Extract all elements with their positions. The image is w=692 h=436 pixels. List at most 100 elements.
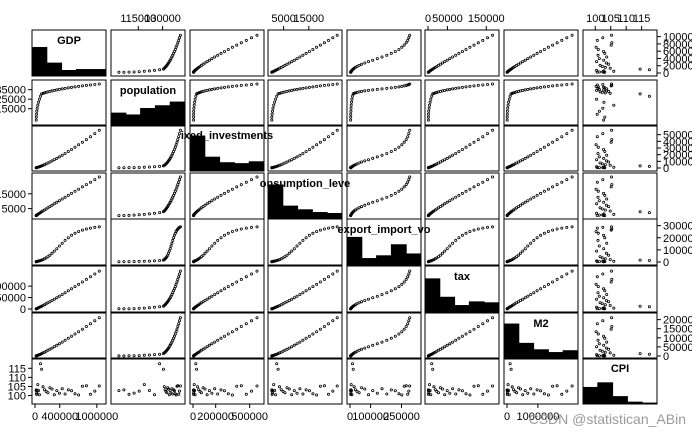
data-point [526, 199, 530, 203]
panel-frame [582, 312, 658, 360]
data-point [193, 388, 197, 392]
data-point [565, 36, 569, 40]
data-point [481, 38, 485, 42]
data-point [638, 258, 642, 262]
data-point [287, 89, 291, 93]
data-point [158, 258, 162, 262]
data-point [322, 41, 326, 45]
data-point [404, 277, 408, 281]
data-point [445, 389, 449, 393]
hist-bar [297, 209, 313, 220]
data-point [63, 338, 67, 342]
tick-label: 110 [617, 13, 635, 25]
data-point [597, 155, 601, 159]
data-point [602, 200, 606, 204]
data-point [393, 147, 397, 151]
data-point [35, 112, 39, 116]
data-point [272, 383, 276, 387]
data-point [451, 340, 455, 344]
data-point [601, 83, 605, 87]
data-point [127, 166, 131, 170]
data-point [122, 307, 126, 311]
data-point [603, 350, 607, 354]
data-point [304, 149, 308, 153]
data-point [608, 303, 612, 307]
data-point [178, 384, 182, 388]
data-point [400, 45, 404, 49]
data-point [454, 195, 458, 199]
data-point [176, 41, 180, 45]
data-point [360, 300, 364, 304]
data-point [137, 165, 141, 169]
data-point [80, 327, 84, 331]
data-point [152, 393, 156, 397]
data-point [532, 238, 536, 242]
panel-fixed-investments-vs-m2 [503, 124, 579, 172]
data-point [363, 298, 367, 302]
data-point [517, 253, 521, 257]
data-point [52, 345, 56, 349]
data-point [432, 385, 436, 389]
data-point [276, 258, 280, 262]
data-point [565, 83, 569, 87]
data-point [445, 343, 449, 347]
data-point [70, 389, 74, 393]
data-point [177, 178, 181, 182]
data-point [203, 251, 207, 255]
data-point [290, 249, 294, 253]
data-point [60, 87, 64, 91]
data-point [389, 86, 393, 90]
data-point [350, 94, 354, 98]
data-point [400, 282, 404, 286]
data-point [178, 33, 182, 37]
data-point [445, 247, 449, 251]
data-point [404, 183, 408, 187]
data-point [55, 156, 59, 160]
data-point [464, 392, 468, 396]
hist-bar [562, 350, 579, 360]
hist-bar [626, 401, 643, 405]
data-point [385, 338, 389, 342]
data-point [448, 57, 452, 61]
panel-frame [424, 124, 500, 172]
data-point [603, 65, 607, 69]
hist-bar [110, 112, 127, 127]
data-point [195, 367, 199, 371]
data-point [570, 175, 574, 179]
data-point [360, 62, 364, 66]
data-point [400, 187, 404, 191]
data-point [596, 338, 600, 342]
data-point [602, 191, 606, 195]
panel-fixed-investments-vs-fixed-investments: ixed_investments [181, 124, 273, 172]
data-point [318, 280, 322, 284]
data-point [219, 289, 223, 293]
data-point [173, 145, 177, 149]
data-point [80, 140, 84, 144]
data-point [596, 48, 600, 52]
panel-fixed-investments-vs-cpi [582, 124, 658, 172]
tick-label: 105 [602, 13, 620, 25]
data-point [560, 135, 564, 139]
variable-label: onsumption_leve [260, 178, 350, 190]
data-point [397, 392, 401, 396]
data-point [610, 82, 614, 86]
panel-cpi-vs-gdp [31, 357, 107, 405]
hist-bar [424, 278, 441, 313]
data-point [605, 241, 609, 245]
data-point [287, 61, 291, 65]
data-point [290, 345, 294, 349]
data-point [400, 84, 404, 88]
data-point [476, 227, 480, 231]
panel-export-import-volume-vs-m2 [503, 218, 579, 266]
data-point [523, 247, 527, 251]
data-point [322, 384, 326, 388]
data-point [472, 327, 476, 331]
data-point [638, 210, 642, 214]
data-point [601, 36, 605, 40]
panel-frame [503, 218, 579, 266]
data-point [132, 307, 136, 311]
data-point [603, 208, 607, 212]
data-point [451, 241, 455, 245]
data-point [97, 225, 101, 229]
data-point [40, 367, 44, 371]
